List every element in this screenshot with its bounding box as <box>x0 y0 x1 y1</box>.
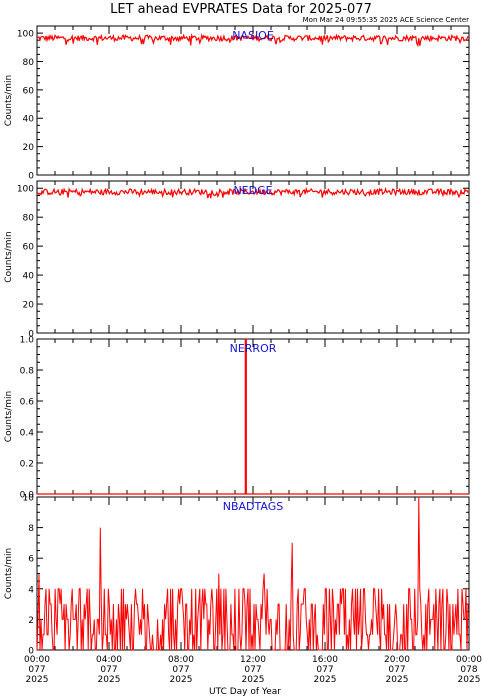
x-tick-year: 2025 <box>26 675 49 685</box>
data-trace-nasioe <box>36 32 470 48</box>
series-label: NBADTAGS <box>223 500 283 513</box>
series-label: NEDGE <box>233 184 272 197</box>
x-tick-doy: 077 <box>100 665 117 675</box>
panel-nedge: 0 20 40 60 80 100 Counts/min NEDGE <box>4 180 470 340</box>
y-tick-label: 1.0 <box>20 336 35 346</box>
y-tick-label: 0.4 <box>20 429 35 439</box>
x-tick-year: 2025 <box>458 675 481 685</box>
data-trace-nbadtags <box>36 496 469 651</box>
x-tick-time: 16:00 <box>312 655 338 665</box>
y-tick-label: 0.6 <box>20 398 35 408</box>
x-tick-time: 12:00 <box>240 655 266 665</box>
y-axis-label: Counts/min <box>4 548 14 599</box>
y-tick-label: 20 <box>23 301 35 311</box>
y-tick-label: 60 <box>23 243 35 253</box>
plot-frame <box>36 180 470 334</box>
series-label: NASIOE <box>232 29 274 42</box>
y-tick-label: 0 <box>28 647 34 657</box>
plot-frame <box>36 338 470 495</box>
y-tick-label: 80 <box>23 214 35 224</box>
x-tick-doy: 077 <box>388 665 405 675</box>
panel-nbadtags: 0 2 4 6 8 10 Counts/min NBADTAGS <box>4 494 470 657</box>
y-tick-label: 0.8 <box>20 367 35 377</box>
x-tick-year: 2025 <box>386 675 409 685</box>
y-tick-label: 4 <box>28 585 34 595</box>
y-axis-label: Counts/min <box>4 75 14 126</box>
x-tick-doy: 077 <box>28 665 45 675</box>
panel-nasioe: 0 20 40 60 80 100 Counts/min NASIOE <box>4 25 470 182</box>
chart-title: LET ahead EVPRATES Data for 2025-077 <box>110 2 372 17</box>
x-tick-time: 20:00 <box>384 655 410 665</box>
x-tick-time: 00:00 <box>24 655 50 665</box>
series-label: NERROR <box>230 342 277 355</box>
x-tick-year: 2025 <box>98 675 121 685</box>
y-tick-label: 40 <box>23 115 35 125</box>
x-tick-time: 04:00 <box>96 655 122 665</box>
panels: 020406080100Counts/minNASIOE020406080100… <box>4 25 482 685</box>
y-tick-label: 10 <box>23 494 35 504</box>
y-tick-label: 0 <box>28 330 34 340</box>
y-tick-label: 40 <box>23 272 35 282</box>
y-tick-label: 20 <box>23 143 35 153</box>
data-trace-nerror <box>37 338 469 495</box>
plot-frame <box>36 25 470 176</box>
y-tick-label: 100 <box>17 185 34 195</box>
y-tick-label: 0.2 <box>20 460 34 470</box>
x-axis-label: UTC Day of Year <box>209 687 281 697</box>
y-tick-label: 8 <box>28 524 34 534</box>
y-tick-label: 80 <box>23 58 35 68</box>
panel-nerror: 0.0 0.2 0.4 0.6 0.8 1.0 Counts/min NERROR <box>4 336 470 501</box>
y-tick-label: 6 <box>28 555 34 565</box>
data-trace-nedge <box>36 186 470 199</box>
y-tick-label: 60 <box>23 86 35 96</box>
x-tick-doy: 077 <box>244 665 261 675</box>
x-tick-year: 2025 <box>170 675 193 685</box>
y-tick-label: 2 <box>28 616 34 626</box>
y-axis-label: Counts/min <box>4 231 14 282</box>
y-tick-label: 100 <box>17 30 34 40</box>
y-tick-label: 0 <box>28 172 34 182</box>
x-tick-labels: 00:00077202504:00077202508:00077202512:0… <box>24 655 482 685</box>
x-tick-year: 2025 <box>314 675 337 685</box>
x-tick-doy: 077 <box>172 665 189 675</box>
y-axis-label: Counts/min <box>4 391 14 442</box>
x-tick-doy: 077 <box>316 665 333 675</box>
chart-subtitle: Mon Mar 24 09:55:35 2025 ACE Science Cen… <box>303 16 469 24</box>
x-tick-time: 00:00 <box>456 655 482 665</box>
x-tick-doy: 078 <box>460 665 477 675</box>
x-tick-time: 08:00 <box>168 655 194 665</box>
x-tick-year: 2025 <box>242 675 265 685</box>
y-tick-label: 0.0 <box>20 491 35 501</box>
